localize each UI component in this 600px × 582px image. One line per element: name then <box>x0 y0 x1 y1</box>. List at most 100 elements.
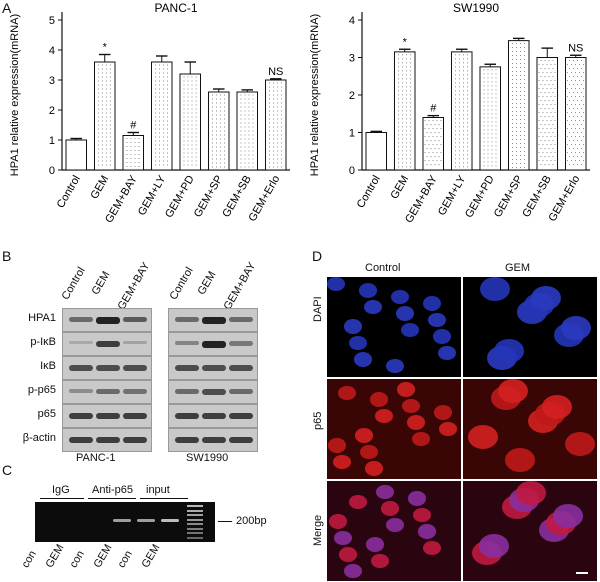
blot-strip <box>62 356 152 380</box>
bar-stipple <box>568 68 570 69</box>
bar-stipple <box>162 68 164 70</box>
bar-stipple <box>409 106 411 108</box>
bar-stipple <box>268 150 270 152</box>
chip-group-label: Anti-p65 <box>92 484 133 496</box>
bar-stipple <box>466 114 468 116</box>
bar-stipple <box>519 71 521 73</box>
bar-stipple <box>183 132 185 134</box>
bar-stipple <box>491 153 493 155</box>
bar-stipple <box>401 106 403 108</box>
bar-stipple <box>244 102 246 104</box>
bar-stipple <box>130 142 132 143</box>
bar-stipple <box>223 102 225 104</box>
bar-stipple <box>523 111 525 113</box>
bar-stipple <box>483 161 485 163</box>
bar-stipple <box>554 96 556 97</box>
bar-stipple <box>568 108 570 109</box>
bar-stipple <box>515 119 517 121</box>
bar-stipple <box>550 112 552 113</box>
bar-stipple <box>191 84 193 86</box>
bar-stipple <box>511 107 513 109</box>
significance-mark: * <box>103 42 108 54</box>
bar-stipple <box>515 155 517 157</box>
bar-stipple <box>580 60 582 61</box>
bar-stipple <box>538 144 540 145</box>
bar-stipple <box>105 160 107 162</box>
blot-band <box>229 413 253 420</box>
bar-stipple <box>454 138 456 140</box>
cell-nucleus <box>376 484 394 500</box>
bar-stipple <box>397 122 399 124</box>
bar-stipple <box>154 132 156 134</box>
bar-stipple <box>515 83 517 85</box>
bar-stipple <box>491 129 493 131</box>
bar-stipple <box>276 106 278 108</box>
bar-stipple <box>97 120 99 122</box>
bar-stipple <box>195 140 197 142</box>
bar-stipple <box>219 146 221 148</box>
bar-stipple <box>166 144 168 146</box>
bar-stipple <box>162 156 164 158</box>
bar-stipple <box>568 156 570 157</box>
western-blot-panel: Control GEM GEM+BAY Control GEM GEM+BAY … <box>0 250 310 464</box>
bar-stipple <box>511 147 513 149</box>
bar-stipple <box>462 106 464 108</box>
bar-stipple <box>158 152 160 154</box>
bar-stipple <box>466 74 468 76</box>
bar-stipple <box>401 70 403 72</box>
bar-stipple <box>162 128 164 130</box>
bar-stipple <box>580 108 582 109</box>
bar-stipple <box>105 92 107 94</box>
blot-strip <box>168 356 258 380</box>
y-axis-label: HPA1 relative expression(mRNA) <box>9 14 21 176</box>
bar-stipple <box>458 98 460 100</box>
bar-stipple <box>574 136 576 137</box>
bar-stipple <box>183 160 185 162</box>
bar-stipple <box>183 152 185 154</box>
bar-stipple <box>109 156 111 158</box>
bar-stipple <box>397 70 399 72</box>
bar-stipple <box>162 148 164 150</box>
bar-stipple <box>438 164 440 165</box>
bar-stipple <box>566 104 568 105</box>
bar-stipple <box>511 51 513 53</box>
bar-stipple <box>405 134 407 136</box>
bar-stipple <box>466 54 468 56</box>
bar-stipple <box>158 84 160 86</box>
bar <box>264 79 287 171</box>
cell-nucleus <box>391 289 409 305</box>
bar-stipple <box>219 110 221 112</box>
blot-band <box>96 365 120 371</box>
bar-stipple <box>166 116 168 118</box>
bar-stipple <box>519 155 521 157</box>
bar-stipple <box>405 102 407 104</box>
bar-stipple <box>578 152 580 153</box>
bar-stipple <box>462 66 464 68</box>
bar-stipple <box>515 75 517 77</box>
bar-stipple <box>109 128 111 130</box>
bar-stipple <box>466 78 468 80</box>
bar-stipple <box>154 160 156 162</box>
bar-stipple <box>401 102 403 104</box>
scale-bar <box>576 572 588 574</box>
bar-stipple <box>515 95 517 97</box>
bar-stipple <box>582 96 584 97</box>
bar-stipple <box>162 96 164 98</box>
bar-stipple <box>211 162 213 164</box>
bar-stipple <box>97 88 99 90</box>
bar-stipple <box>572 100 574 101</box>
bar-stipple <box>158 88 160 90</box>
bar-stipple <box>462 78 464 80</box>
bar-stipple <box>540 132 542 133</box>
bar-stipple <box>495 113 497 115</box>
bar-stipple <box>428 128 430 129</box>
bar-stipple <box>523 87 525 89</box>
bar-stipple <box>280 106 282 108</box>
bar-stipple <box>405 78 407 80</box>
bar-stipple <box>554 64 556 65</box>
bar-stipple <box>554 88 556 89</box>
bar-stipple <box>166 108 168 110</box>
bar-stipple <box>191 108 193 110</box>
bar-stipple <box>538 128 540 129</box>
